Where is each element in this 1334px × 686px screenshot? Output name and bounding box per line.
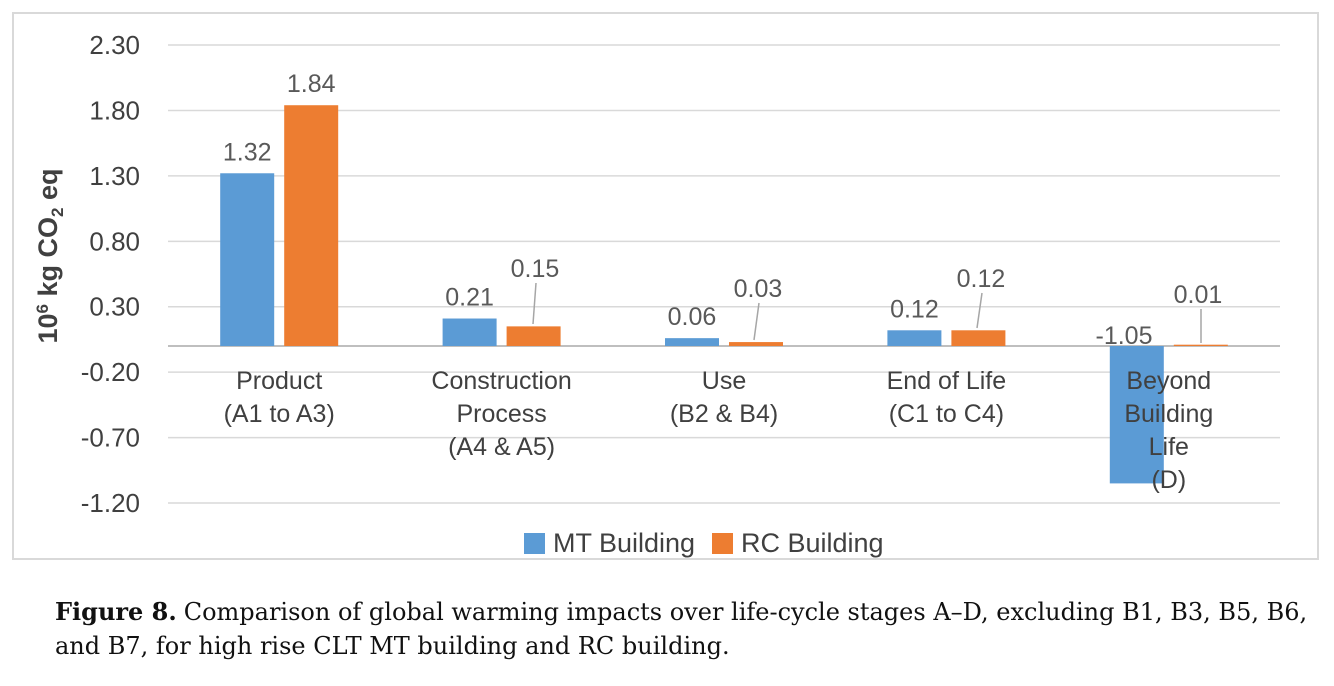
caption-text-line1: Comparison of global warming impacts ove… [183, 598, 1308, 626]
y-tick-label: 0.80 [89, 226, 140, 256]
data-label: 1.32 [223, 138, 272, 166]
y-tick-label: 1.80 [89, 95, 140, 125]
bar-mt-building-0 [220, 173, 275, 346]
bar-chart: 2.30 1.80 1.30 0.80 0.30 -0.20 -0.70 -1.20 106 k… [12, 12, 1319, 560]
y-tick-label: -1.20 [81, 488, 140, 518]
caption-line-1: Figure 8. Comparison of global warming im… [55, 595, 1313, 629]
y-axis-title: 106 kg CO2 eq [33, 168, 67, 343]
figure-caption: Figure 8. Comparison of global warming im… [55, 595, 1313, 663]
category-label-2: Use (B2 & B4) [670, 367, 778, 428]
data-label: 0.06 [668, 303, 717, 331]
y-tick-label: -0.20 [81, 357, 140, 387]
data-label-leader-line [532, 282, 537, 325]
bar-rc-building-1 [506, 326, 561, 346]
bar-rc-building-0 [284, 105, 339, 347]
y-tick-label: -0.70 [81, 423, 140, 453]
data-label: -1.05 [1096, 322, 1153, 350]
category-label-3: End of Life (C1 to C4) [887, 367, 1007, 428]
bar-mt-building-2 [665, 338, 719, 346]
caption-line-2: and B7, for high rise CLT MT building an… [55, 632, 730, 660]
data-label: 1.84 [287, 70, 336, 98]
category-label-0: Product (A1 to A3) [224, 367, 335, 428]
bar-rc-building-4 [1173, 344, 1228, 346]
bar-mt-building-4 [1109, 346, 1164, 484]
y-tick-label: 0.30 [89, 292, 140, 322]
legend-swatch-mt-building [524, 533, 545, 554]
y-tick-label: 1.30 [89, 161, 140, 191]
bar-mt-building-1 [442, 318, 497, 346]
category-label-4: Beyond Building Life (D) [1124, 367, 1213, 494]
data-label: 0.21 [445, 284, 494, 312]
data-label: 0.12 [890, 295, 939, 323]
bar-rc-building-3 [951, 330, 1006, 346]
legend-swatch-rc-building [712, 533, 733, 554]
figure-number-label: Figure 8. [55, 597, 177, 626]
data-label: 0.15 [511, 255, 560, 283]
data-label: 0.03 [734, 275, 783, 303]
data-label: 0.12 [957, 265, 1006, 293]
legend-label-mt-building: MT Building [553, 528, 695, 558]
legend-label-rc-building: RC Building [741, 528, 884, 558]
y-tick-label: 2.30 [89, 30, 140, 60]
data-label-leader-line [753, 302, 760, 341]
data-label: 0.01 [1174, 281, 1223, 309]
bar-rc-building-2 [729, 342, 783, 346]
data-label-leader-line [976, 292, 983, 329]
category-label-1: Construction Process (A4 & A5) [431, 367, 571, 461]
bar-mt-building-3 [887, 330, 942, 346]
